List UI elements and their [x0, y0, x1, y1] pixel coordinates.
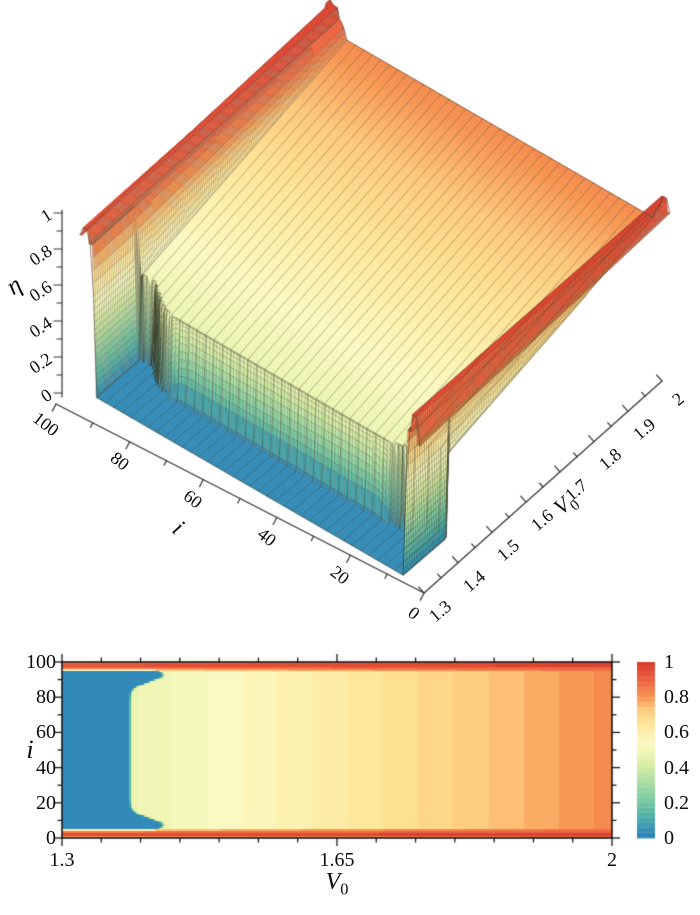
surface-plot: 1 0.8 0.6 0.4 0.2 0 100 80 60 40 20 0 1.3 1.4 1.5 1.6 1.…: [0, 0, 700, 635]
surface-canvas: [0, 0, 700, 635]
tick-label: 40: [36, 756, 56, 779]
colorbar-tick-label: 0.4: [664, 756, 689, 779]
tick-label: 2: [607, 849, 617, 871]
tick-label: 20: [36, 791, 56, 814]
colorbar-tick-label: 0.2: [664, 791, 689, 814]
tick-label: 80: [36, 686, 56, 709]
tick-label: 60: [36, 721, 56, 744]
colorbar-tick-label: 0: [664, 827, 674, 849]
tick-label: 1.3: [49, 849, 75, 871]
heatmap-x-axis-title-subscript: 0: [340, 879, 349, 899]
heatmap-x-axis-title: V0: [326, 870, 349, 898]
heatmap-canvas: [0, 635, 700, 915]
tick-label: 100: [26, 651, 56, 673]
heatmap-y-axis-title: i: [26, 735, 34, 764]
tick-label: 0: [46, 827, 56, 849]
heatmap-plot: 100 80 60 40 20 0 1.3 1.65 2 1 0.8 0.6 0.4 0.2 0 i V0: [0, 635, 700, 915]
tick-label: 1.65: [319, 849, 355, 871]
colorbar-tick-label: 0.8: [664, 686, 689, 709]
colorbar-tick-label: 1: [664, 651, 674, 673]
colorbar-tick-label: 0.6: [664, 721, 689, 744]
heatmap-x-axis-title-letter: V: [325, 868, 341, 895]
